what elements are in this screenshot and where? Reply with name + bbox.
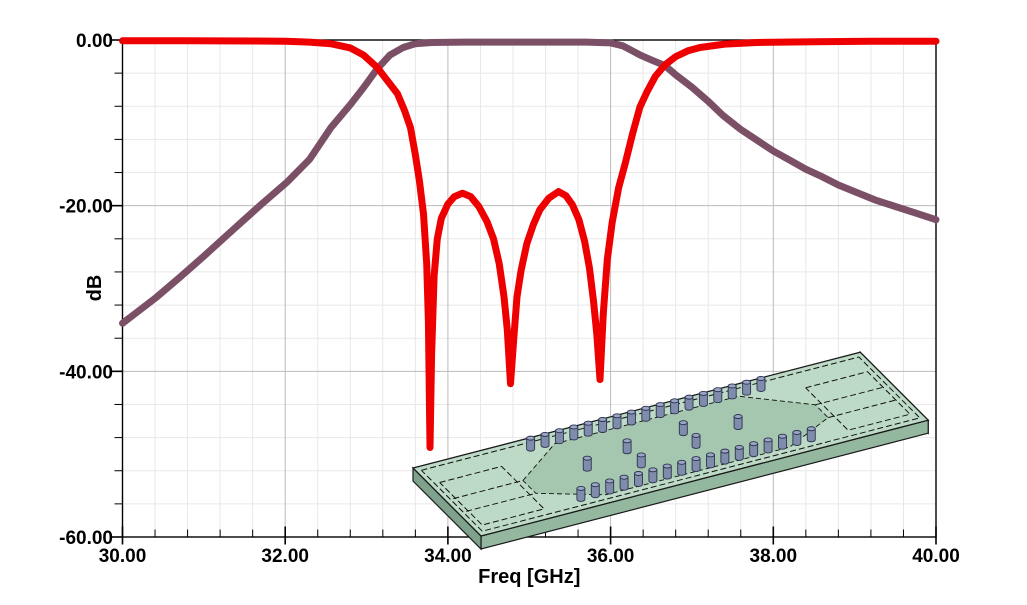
via <box>605 478 615 495</box>
x-tick-label: 36.00 <box>587 546 635 567</box>
feed-line-right <box>815 386 886 406</box>
via <box>742 379 752 396</box>
via <box>713 387 723 404</box>
via <box>655 402 665 419</box>
y-axis-title: dB <box>84 275 106 302</box>
x-axis-title: Freq [GHz] <box>478 566 580 588</box>
port-pad-right <box>805 371 911 431</box>
via <box>691 432 701 449</box>
via <box>684 394 694 411</box>
port-pad-left <box>439 465 546 526</box>
via <box>641 405 651 422</box>
via <box>576 485 586 502</box>
siw-cavity-region <box>522 395 829 496</box>
via <box>634 471 643 487</box>
via <box>626 409 636 426</box>
x-tick-label: 34.00 <box>424 546 472 567</box>
feed-line-right <box>827 399 898 419</box>
via <box>622 438 632 455</box>
via <box>734 444 744 461</box>
via <box>636 452 646 469</box>
via <box>612 413 622 430</box>
via <box>727 383 737 400</box>
inset-3d-model <box>411 350 930 551</box>
x-tick-label: 38.00 <box>750 546 798 567</box>
via <box>733 414 743 430</box>
via <box>598 417 608 433</box>
via <box>756 376 766 392</box>
via <box>792 430 802 446</box>
via <box>678 420 688 437</box>
dashed-perimeter <box>421 356 921 532</box>
x-tick-label: 32.00 <box>261 546 309 567</box>
via <box>670 398 680 415</box>
via <box>554 428 564 445</box>
y-tick-label: -40.00 <box>59 362 113 383</box>
feed-line-left <box>465 492 536 512</box>
feed-line-left <box>453 480 524 500</box>
via <box>526 435 536 452</box>
via <box>540 431 550 448</box>
via <box>619 474 629 491</box>
via <box>706 452 715 469</box>
via <box>806 426 816 443</box>
via <box>720 448 730 465</box>
purple-curve <box>119 38 940 327</box>
via <box>569 424 579 441</box>
via <box>582 455 592 472</box>
y-tick-label: 0.00 <box>76 31 113 52</box>
y-tick-label: -60.00 <box>59 528 113 549</box>
y-tick-label: -20.00 <box>59 197 113 218</box>
x-tick-label: 30.00 <box>99 546 147 567</box>
via <box>763 437 773 454</box>
via <box>662 463 672 480</box>
x-tick-label: 40.00 <box>912 546 960 567</box>
axis-ticks <box>110 39 937 545</box>
via <box>698 390 708 407</box>
via <box>583 420 593 437</box>
via <box>648 467 658 484</box>
via <box>749 441 759 458</box>
via <box>590 482 600 499</box>
via <box>778 433 787 450</box>
red-curve <box>119 37 940 451</box>
via <box>691 456 701 473</box>
via <box>677 459 687 476</box>
